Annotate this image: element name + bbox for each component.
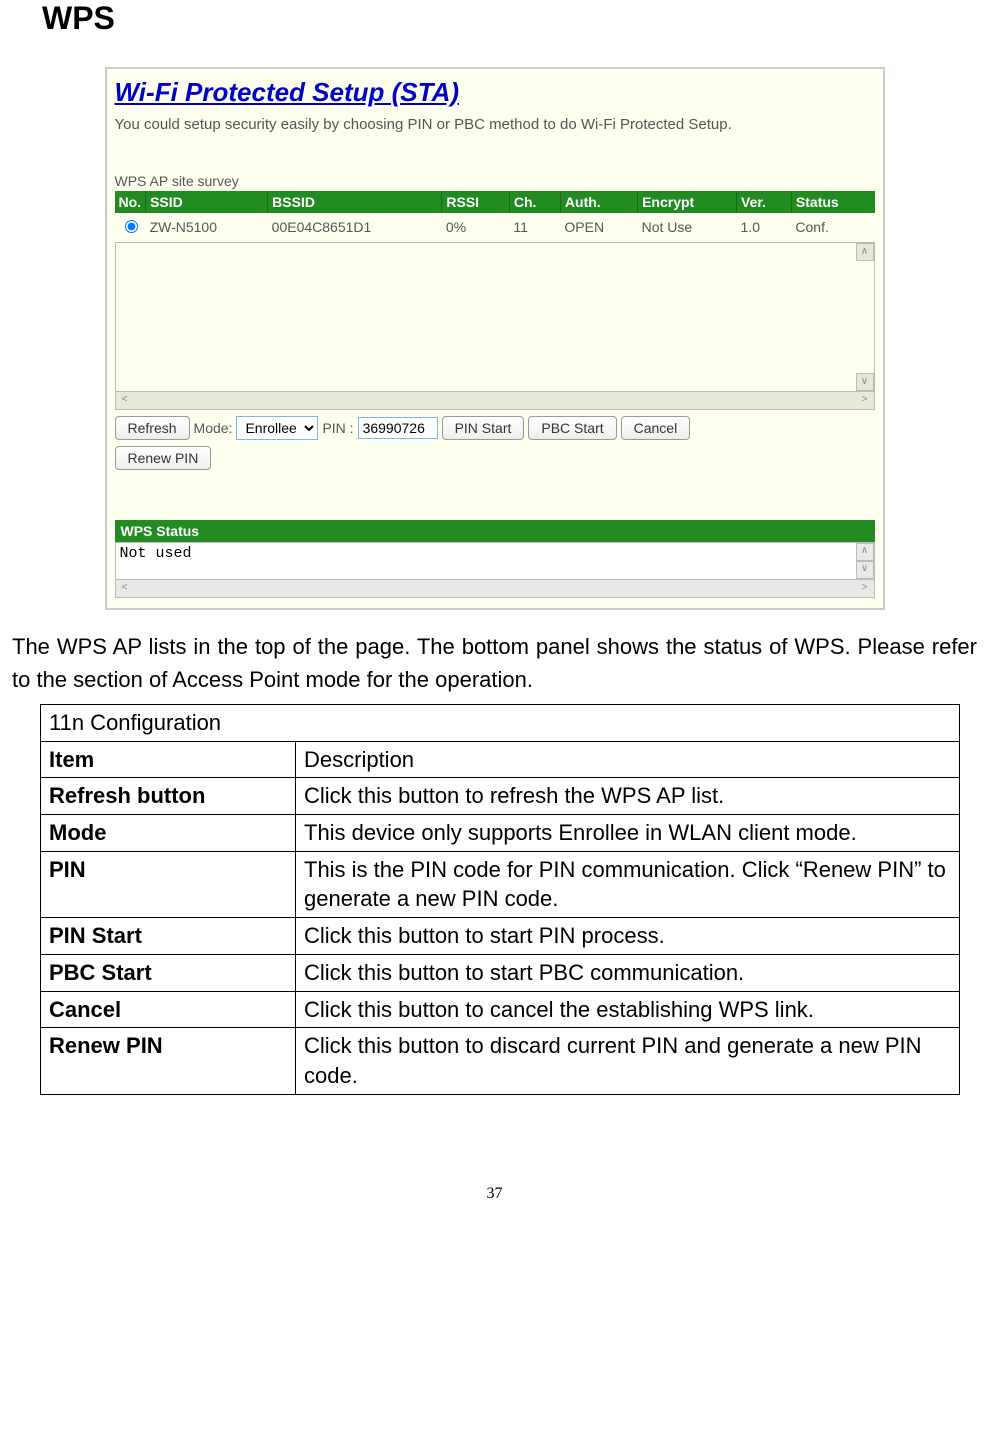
config-row: PIN Start Click this button to start PIN… (41, 918, 960, 955)
cell-ch: 11 (509, 213, 560, 240)
config-item: Renew PIN (41, 1028, 296, 1094)
config-header-item: Item (41, 741, 296, 778)
config-item: PIN Start (41, 918, 296, 955)
blank-list-area: ∧ ∨ (115, 242, 875, 392)
control-row-2: Renew PIN (115, 446, 875, 470)
config-item: Mode (41, 815, 296, 852)
col-auth: Auth. (560, 191, 637, 213)
scroll-left-icon[interactable]: < (116, 392, 134, 408)
cell-ssid: ZW-N5100 (146, 213, 268, 240)
config-row: Mode This device only supports Enrollee … (41, 815, 960, 852)
table-row: ZW-N5100 00E04C8651D1 0% 11 OPEN Not Use… (115, 213, 875, 240)
wps-status-text: Not used (120, 545, 192, 562)
config-row: PIN This is the PIN code for PIN communi… (41, 851, 960, 917)
col-ver: Ver. (737, 191, 792, 213)
renew-pin-button[interactable]: Renew PIN (115, 446, 212, 470)
scroll-up-icon[interactable]: ∧ (856, 243, 874, 261)
config-desc: Click this button to discard current PIN… (296, 1028, 960, 1094)
config-item: PBC Start (41, 954, 296, 991)
wps-status-box: Not used ∧ ∨ (115, 542, 875, 580)
col-bssid: BSSID (268, 191, 442, 213)
config-row: Renew PIN Click this button to discard c… (41, 1028, 960, 1094)
page-heading: WPS (42, 0, 979, 37)
status-scroll-left-icon[interactable]: < (116, 580, 134, 596)
panel-description: You could setup security easily by choos… (115, 116, 875, 133)
page-number: 37 (10, 1185, 979, 1203)
body-paragraph: The WPS AP lists in the top of the page.… (12, 630, 977, 696)
status-horizontal-scrollbar[interactable]: < > (115, 580, 875, 598)
col-status: Status (791, 191, 874, 213)
config-header-desc: Description (296, 741, 960, 778)
cell-ver: 1.0 (737, 213, 792, 240)
table-header-row: No. SSID BSSID RSSI Ch. Auth. Encrypt Ve… (115, 191, 875, 213)
config-desc: This device only supports Enrollee in WL… (296, 815, 960, 852)
cell-encrypt: Not Use (638, 213, 737, 240)
col-ssid: SSID (146, 191, 268, 213)
cancel-button[interactable]: Cancel (621, 416, 691, 440)
config-row: Refresh button Click this button to refr… (41, 778, 960, 815)
config-title: 11n Configuration (41, 705, 960, 742)
panel-title: Wi-Fi Protected Setup (STA) (115, 77, 875, 108)
ap-survey-table: No. SSID BSSID RSSI Ch. Auth. Encrypt Ve… (115, 191, 875, 240)
wps-panel: Wi-Fi Protected Setup (STA) You could se… (105, 67, 885, 610)
pin-input[interactable] (358, 417, 438, 439)
config-desc: Click this button to refresh the WPS AP … (296, 778, 960, 815)
config-desc: Click this button to start PBC communica… (296, 954, 960, 991)
config-table: 11n Configuration Item Description Refre… (40, 704, 960, 1095)
config-desc: Click this button to cancel the establis… (296, 991, 960, 1028)
status-scroll-right-icon[interactable]: > (856, 580, 874, 596)
config-item: Refresh button (41, 778, 296, 815)
col-ch: Ch. (509, 191, 560, 213)
cell-rssi: 0% (442, 213, 509, 240)
pin-start-button[interactable]: PIN Start (442, 416, 525, 440)
cell-status: Conf. (791, 213, 874, 240)
config-title-row: 11n Configuration (41, 705, 960, 742)
status-scroll-up-icon[interactable]: ∧ (856, 543, 874, 561)
horizontal-scrollbar[interactable]: < > (115, 392, 875, 410)
col-no: No. (115, 191, 146, 213)
mode-select[interactable]: Enrollee (236, 416, 318, 440)
col-encrypt: Encrypt (638, 191, 737, 213)
mode-label: Mode: (194, 420, 233, 436)
config-desc: Click this button to start PIN process. (296, 918, 960, 955)
scroll-right-icon[interactable]: > (856, 392, 874, 408)
cell-auth: OPEN (560, 213, 637, 240)
config-item: PIN (41, 851, 296, 917)
cell-bssid: 00E04C8651D1 (268, 213, 442, 240)
scroll-down-icon[interactable]: ∨ (856, 373, 874, 391)
wps-status-header: WPS Status (115, 520, 875, 542)
survey-label: WPS AP site survey (115, 173, 875, 189)
config-item: Cancel (41, 991, 296, 1028)
pbc-start-button[interactable]: PBC Start (528, 416, 616, 440)
config-desc: This is the PIN code for PIN communicati… (296, 851, 960, 917)
refresh-button[interactable]: Refresh (115, 416, 190, 440)
col-rssi: RSSI (442, 191, 509, 213)
config-row: Cancel Click this button to cancel the e… (41, 991, 960, 1028)
config-header-row: Item Description (41, 741, 960, 778)
pin-label: PIN : (322, 420, 353, 436)
ap-select-radio[interactable] (125, 220, 138, 233)
config-row: PBC Start Click this button to start PBC… (41, 954, 960, 991)
status-scroll-down-icon[interactable]: ∨ (856, 561, 874, 579)
control-row-1: Refresh Mode: Enrollee PIN : PIN Start P… (115, 416, 875, 440)
